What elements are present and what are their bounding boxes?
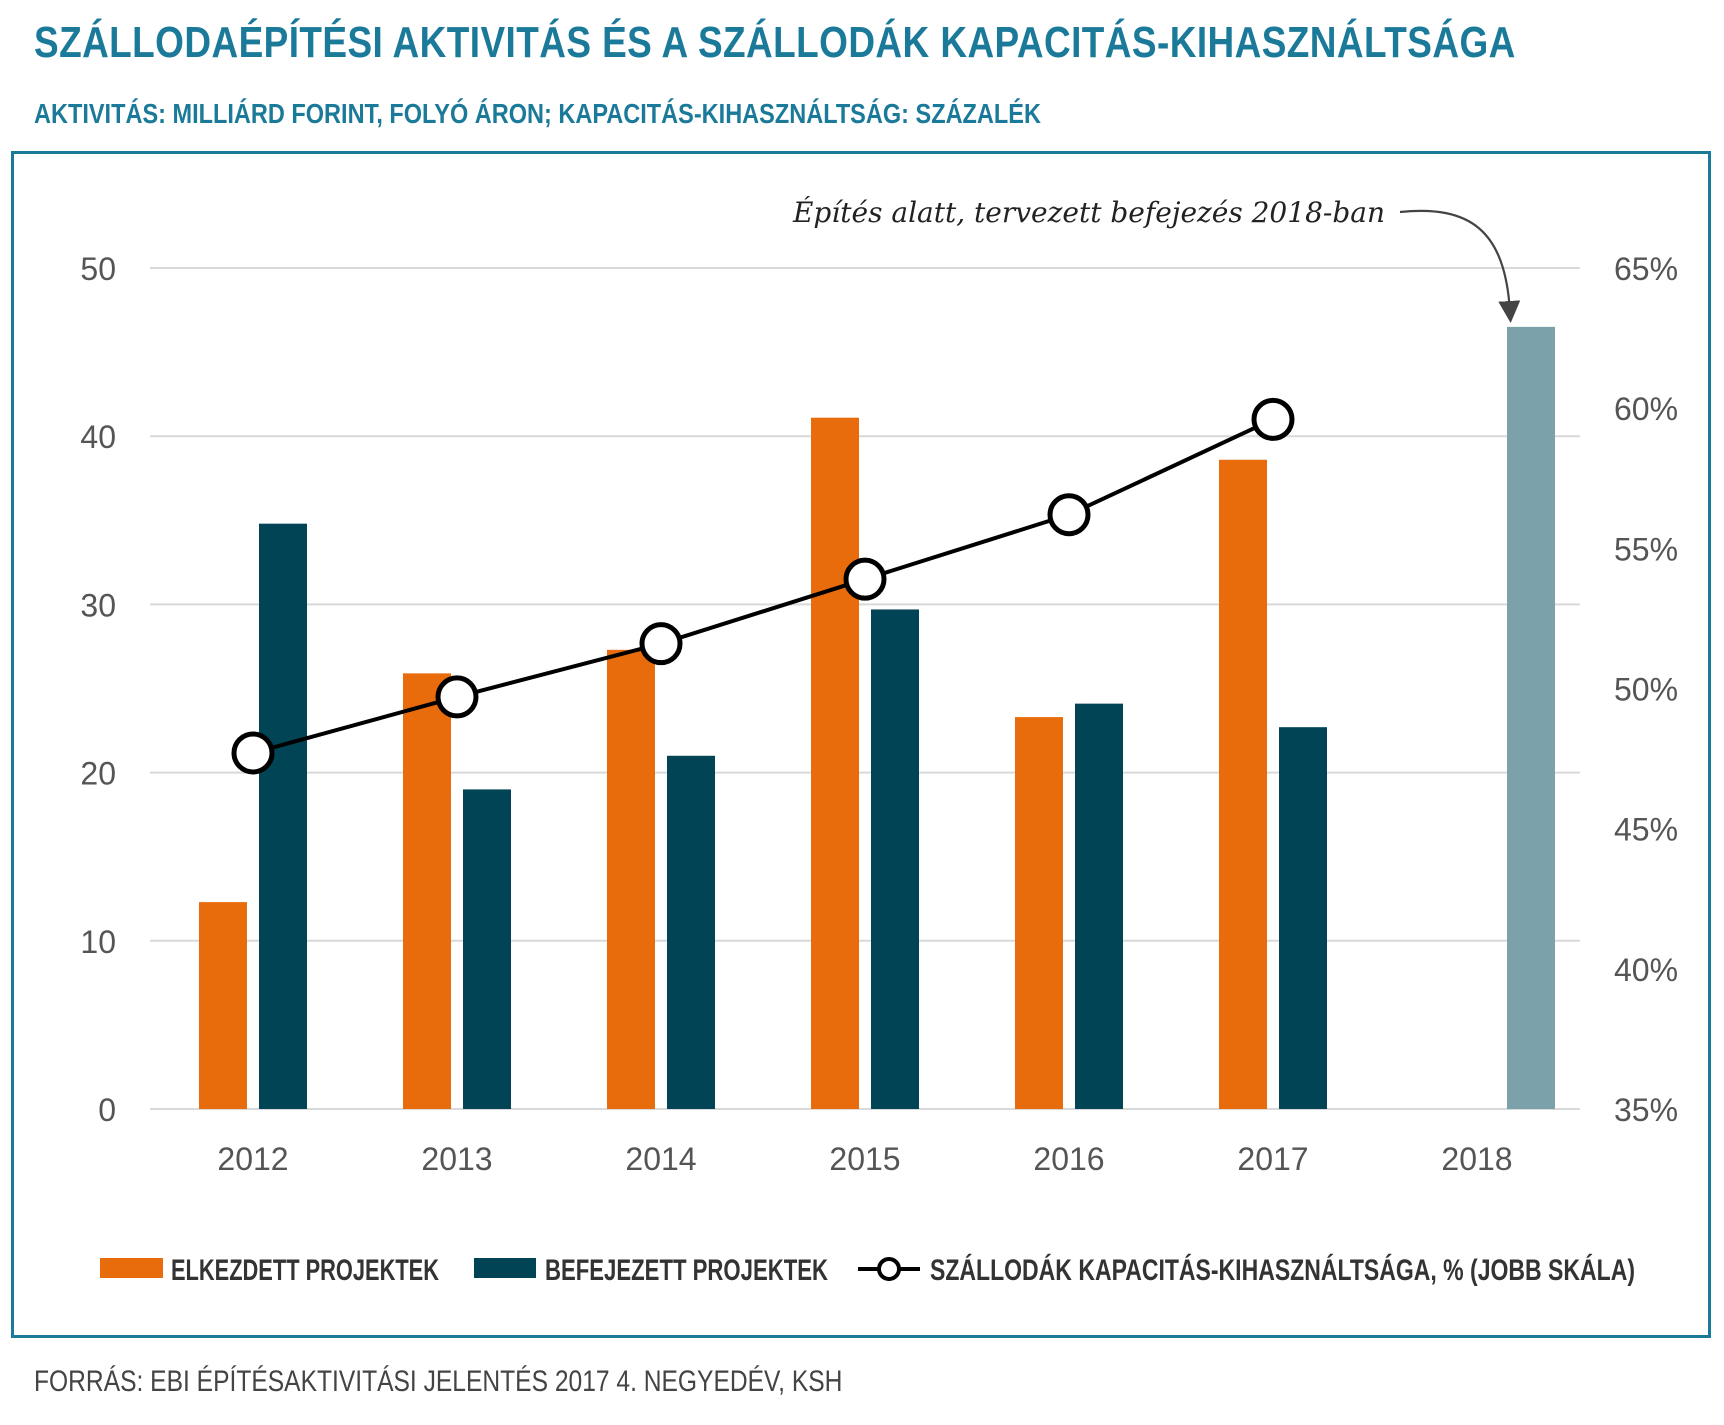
x-tick-label: 2018 [1441,1141,1512,1177]
x-tick-label: 2015 [829,1141,900,1177]
gridlines [150,267,1580,1110]
bar-finished [463,789,511,1109]
bars [199,326,1555,1109]
y-left-tick-label: 10 [80,924,116,960]
bar-started [1015,717,1063,1109]
chart-subtitle: AKTIVITÁS: MILLIÁRD FORINT, FOLYÓ ÁRON; … [34,98,1041,129]
y-right-tick-label: 45% [1614,812,1678,848]
y-left-tick-label: 20 [80,756,116,792]
y-left-tick-label: 40 [80,419,116,455]
occupancy-point [435,675,479,719]
y-right-tick-label: 40% [1614,952,1678,988]
y-right-tick-label: 55% [1614,531,1678,567]
occupancy-point [639,622,683,666]
legend-swatch-finished [474,1258,536,1278]
bar-finished [259,523,307,1109]
legend-swatch-started [100,1258,163,1278]
bar-started [1219,459,1267,1109]
y-left-tick-label: 0 [98,1092,116,1128]
occupancy-line-path [252,417,1274,755]
legend-label-occupancy: SZÁLLODÁK KAPACITÁS-KIHASZNÁLTSÁGA, % (J… [930,1253,1635,1287]
occupancy-point [843,557,887,601]
occupancy-line [231,397,1295,775]
legend: ELKEZDETT PROJEKTEK BEFEJEZETT PROJEKTEK… [100,1253,1635,1287]
bar-started [403,673,451,1109]
y-right-tick-label: 35% [1614,1092,1678,1128]
axes: 0 10 20 30 40 50 35% 40% 45% 50% 55% 60% 65% 2012 2013… [80,251,1678,1177]
bar-finished [667,755,715,1109]
y-right-tick-label: 60% [1614,391,1678,427]
y-right-tick-label: 50% [1614,672,1678,708]
source-note: FORRÁS: EBI ÉPÍTÉSAKTIVITÁSI JELENTÉS 20… [34,1365,843,1398]
annotation: Építés alatt, tervezett befejezés 2018-b… [792,196,1521,323]
occupancy-point [1047,493,1091,537]
y-right-tick-label: 65% [1614,251,1678,287]
bar-finished [1075,703,1123,1109]
annotation-text: Építés alatt, tervezett befejezés 2018-b… [792,196,1385,229]
chart-frame [11,151,1711,1338]
x-tick-label: 2014 [625,1141,696,1177]
bar-planned [1507,326,1555,1109]
legend-label-finished: BEFEJEZETT PROJEKTEK [545,1254,828,1287]
occupancy-point [1251,397,1295,441]
bar-finished [871,609,919,1109]
chart-title: SZÁLLODAÉPÍTÉSI AKTIVITÁS ÉS A SZÁLLODÁK… [34,18,1516,67]
y-left-tick-label: 50 [80,251,116,287]
y-left-tick-label: 30 [80,587,116,623]
x-tick-label: 2017 [1237,1141,1308,1177]
x-tick-label: 2013 [421,1141,492,1177]
bar-started [811,417,859,1109]
annotation-arrow [1399,209,1521,323]
bar-started [607,649,655,1109]
legend-label-started: ELKEZDETT PROJEKTEK [171,1254,439,1287]
occupancy-point [231,731,275,775]
x-tick-label: 2012 [217,1141,288,1177]
legend-marker-occupancy [877,1257,901,1281]
bar-started [199,902,247,1109]
bar-finished [1279,727,1327,1109]
x-tick-label: 2016 [1033,1141,1104,1177]
